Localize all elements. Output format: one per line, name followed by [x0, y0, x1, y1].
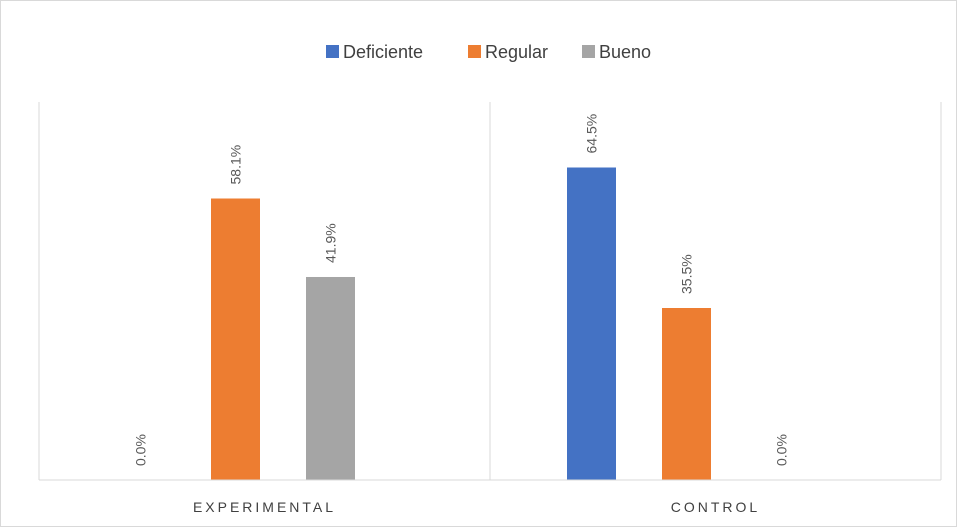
x-axis: EXPERIMENTAL CONTROL	[39, 479, 941, 515]
category-separators	[38, 102, 942, 480]
legend-swatch-bueno	[582, 45, 595, 58]
data-label-experimental-bueno: 41.9%	[323, 223, 339, 263]
data-label-control-deficiente: 64.5%	[584, 114, 600, 154]
category-label-control: CONTROL	[671, 499, 760, 515]
bar-control-regular	[662, 308, 711, 480]
data-label-experimental-regular: 58.1%	[228, 145, 244, 185]
bar-experimental-bueno	[306, 276, 355, 480]
legend-swatch-deficiente	[326, 45, 339, 58]
data-label-control-regular: 35.5%	[679, 254, 695, 294]
bar-experimental-regular	[211, 198, 260, 480]
data-label-control-bueno: 0.0%	[774, 434, 790, 466]
bar-control-deficiente	[567, 167, 616, 480]
bars	[211, 167, 711, 480]
data-label-experimental-deficiente: 0.0%	[133, 434, 149, 466]
data-labels: 0.0% 58.1% 41.9% 64.5% 35.5% 0.0%	[133, 114, 790, 466]
category-label-experimental: EXPERIMENTAL	[193, 499, 336, 515]
legend-label-bueno: Bueno	[599, 42, 651, 62]
legend: Deficiente Regular Bueno	[326, 42, 651, 62]
legend-swatch-regular	[468, 45, 481, 58]
legend-label-regular: Regular	[485, 42, 548, 62]
legend-label-deficiente: Deficiente	[343, 42, 423, 62]
